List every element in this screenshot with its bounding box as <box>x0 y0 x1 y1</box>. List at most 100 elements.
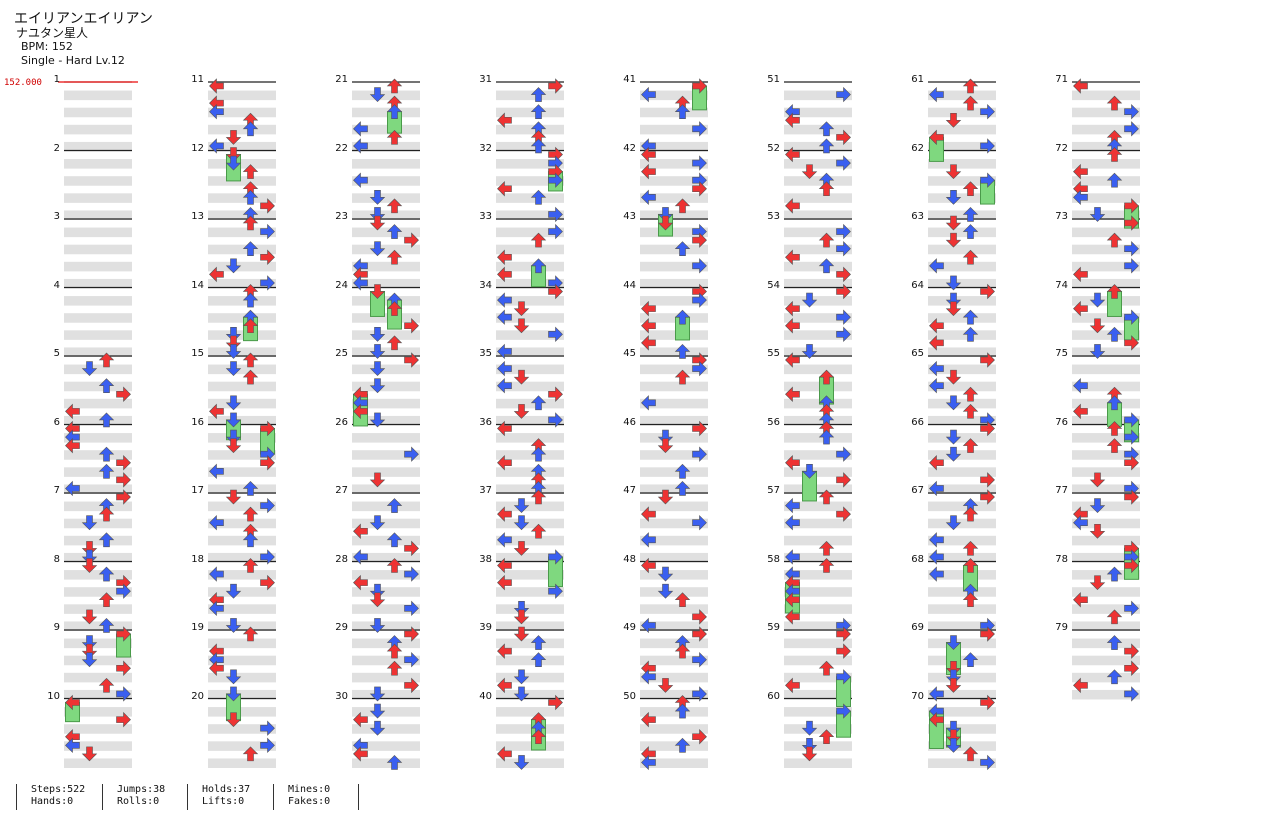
step-arrow <box>692 420 707 437</box>
beat-band <box>640 278 708 289</box>
beat-band <box>784 587 852 597</box>
measure-number: 59 <box>767 622 780 633</box>
measure-number: 20 <box>191 690 204 702</box>
step-arrow <box>945 678 962 693</box>
beat-band <box>496 244 564 255</box>
beat-band <box>64 244 132 255</box>
beat-band <box>1072 261 1140 272</box>
step-arrow <box>929 335 944 351</box>
beat-band <box>208 90 276 101</box>
beat-band <box>1072 364 1140 375</box>
beat-band <box>352 604 420 614</box>
beat-band <box>208 364 276 375</box>
beat-band <box>208 313 276 323</box>
beat-band <box>784 261 852 272</box>
step-arrow <box>1073 189 1088 206</box>
measure-number: 46 <box>623 416 636 428</box>
step-arrow <box>81 609 98 625</box>
beat-band <box>496 467 564 477</box>
beat-band <box>784 398 852 409</box>
chart-column-8: 71 72 73 74 75 76 77 78 79 <box>1022 0 1142 780</box>
step-arrow <box>641 395 656 411</box>
step-arrow <box>65 437 80 454</box>
beat-band <box>640 707 708 717</box>
step-arrow <box>818 489 835 505</box>
step-arrow <box>530 652 547 667</box>
step-arrow <box>962 181 979 197</box>
step-arrow <box>386 78 403 94</box>
beat-band <box>1072 330 1140 340</box>
beat-band <box>496 381 564 392</box>
step-arrow <box>369 284 386 299</box>
step-arrow <box>836 129 851 146</box>
step-arrow <box>785 300 800 317</box>
step-arrow <box>353 523 368 539</box>
step-arrow <box>1124 215 1139 231</box>
beat-band <box>640 484 708 494</box>
step-arrow <box>962 207 979 222</box>
step-arrow <box>1106 566 1123 582</box>
step-arrow <box>369 207 386 222</box>
step-arrow <box>548 78 563 94</box>
beat-band <box>784 672 852 683</box>
step-arrow <box>98 566 115 582</box>
beat-band <box>1072 570 1140 580</box>
beat-band <box>640 672 708 683</box>
step-arrow <box>692 292 707 308</box>
chart-column-svg <box>928 78 996 771</box>
stats-end-divider <box>358 784 359 810</box>
step-arrow <box>674 463 691 479</box>
measure-number: 30 <box>335 690 348 702</box>
step-arrow <box>657 583 674 599</box>
step-arrow <box>980 626 995 642</box>
step-arrow <box>641 318 656 334</box>
step-arrow <box>386 643 403 659</box>
beat-band <box>928 758 996 768</box>
step-arrow <box>692 232 707 248</box>
step-arrow <box>369 190 386 205</box>
step-arrow <box>674 104 691 119</box>
step-arrow <box>641 669 656 685</box>
beat-band <box>496 621 564 631</box>
beat-band <box>64 707 132 717</box>
measure-number: 45 <box>623 348 636 359</box>
step-arrow <box>242 626 259 642</box>
beat-band <box>64 518 132 529</box>
beat-band <box>784 655 852 666</box>
measure-number: 60 <box>767 690 780 702</box>
step-arrow <box>530 232 547 248</box>
chart-column-1: 1 2 3 4 5 6 7 8 9 10 <box>14 0 138 780</box>
step-arrow <box>98 592 115 608</box>
step-arrow <box>945 301 962 317</box>
measure-number: 56 <box>767 416 780 428</box>
measure-number: 58 <box>767 553 780 565</box>
step-arrow <box>641 335 656 351</box>
step-arrow <box>962 95 979 111</box>
beat-band <box>352 415 420 426</box>
step-arrow <box>260 455 275 471</box>
step-arrow <box>1073 78 1088 94</box>
measure-number: 69 <box>911 622 924 633</box>
step-arrow <box>530 523 547 539</box>
step-arrow <box>209 514 224 531</box>
step-arrow <box>801 292 818 308</box>
measure-number: 27 <box>335 485 348 496</box>
beat-band <box>784 501 852 512</box>
step-arrow <box>530 138 547 154</box>
step-arrow <box>225 335 242 351</box>
step-arrow <box>386 660 403 676</box>
beat-band <box>64 347 132 357</box>
step-arrow <box>260 198 275 214</box>
step-arrow <box>641 86 656 103</box>
step-arrow <box>945 275 962 291</box>
measure-number: 35 <box>479 348 492 359</box>
step-arrow <box>1106 635 1123 650</box>
song-title: エイリアンエイリアン <box>14 11 153 27</box>
step-arrow <box>513 498 530 513</box>
beat-band <box>496 141 564 152</box>
beat-band <box>1072 655 1140 666</box>
beat-band <box>64 621 132 631</box>
beat-band <box>928 313 996 323</box>
step-arrow <box>818 258 835 274</box>
measure-number: 25 <box>335 348 348 359</box>
